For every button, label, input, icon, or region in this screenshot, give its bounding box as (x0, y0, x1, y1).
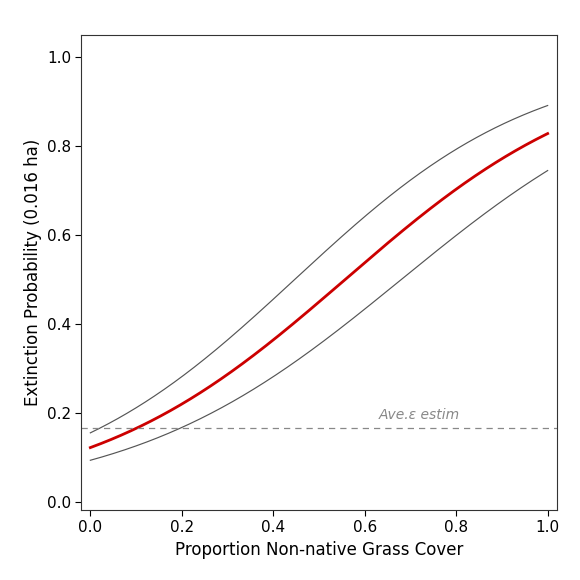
Text: Ave.ε estim: Ave.ε estim (378, 408, 459, 422)
Y-axis label: Extinction Probability (0.016 ha): Extinction Probability (0.016 ha) (24, 139, 42, 406)
X-axis label: Proportion Non-native Grass Cover: Proportion Non-native Grass Cover (175, 541, 463, 559)
